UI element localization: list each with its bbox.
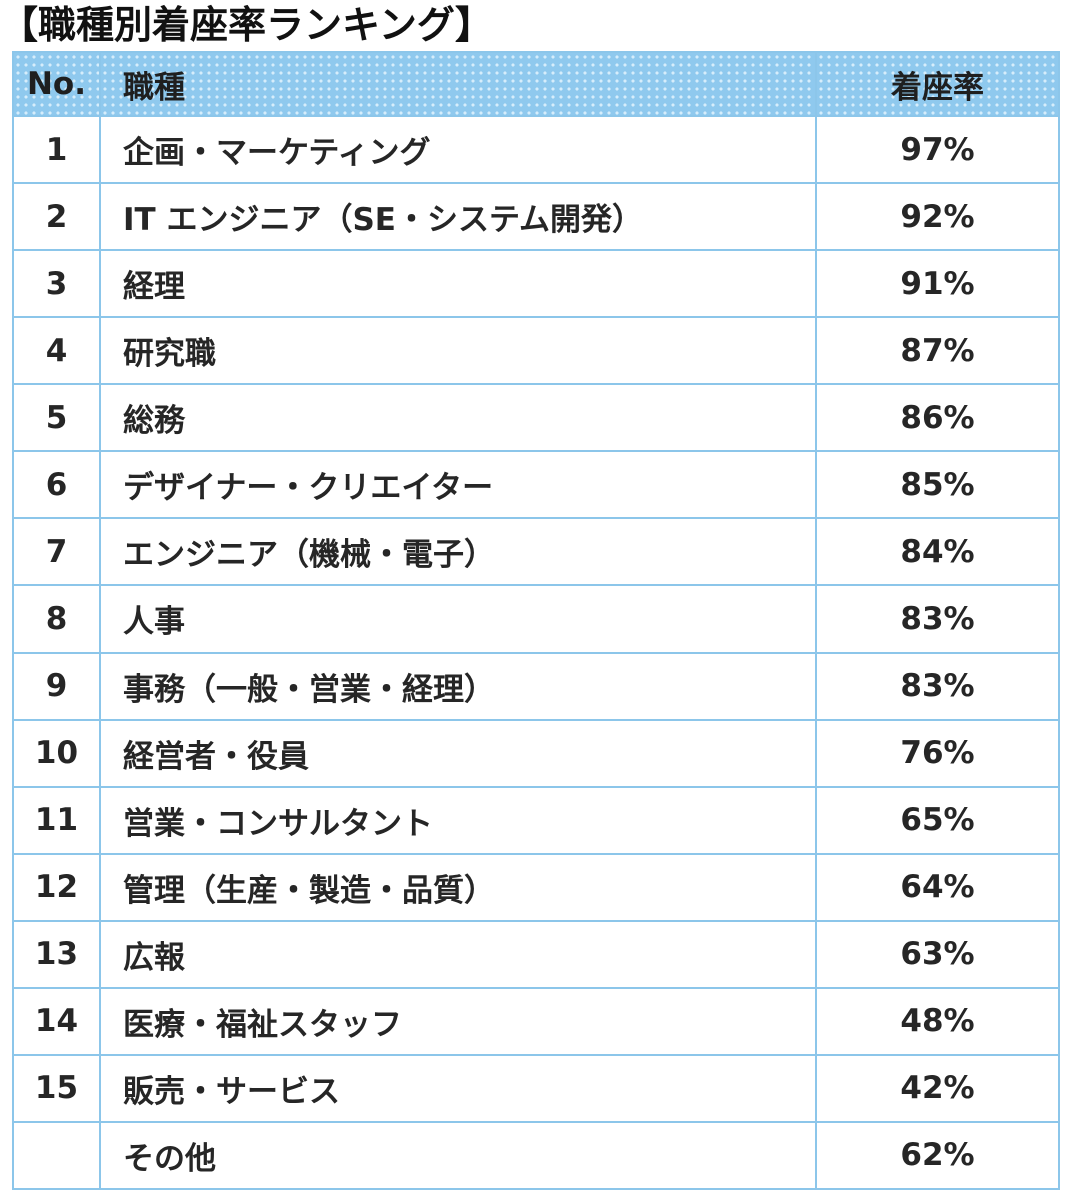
table-row: 7 エンジニア（機械・電子） 84% — [12, 517, 1060, 587]
seating-rate-cell: 63% — [815, 919, 1060, 989]
job-type-cell: 事務（一般・営業・経理） — [99, 651, 817, 721]
table-row: 5 総務 86% — [12, 383, 1060, 453]
seating-rate-cell: 83% — [815, 651, 1060, 721]
rank-number-cell: 1 — [12, 114, 101, 185]
rank-number-cell: 15 — [12, 1053, 101, 1123]
table-row: 8 人事 83% — [12, 584, 1060, 654]
seating-rate-cell: 92% — [815, 182, 1060, 252]
job-type-cell: 研究職 — [99, 316, 817, 386]
job-type-cell: 企画・マーケティング — [99, 114, 817, 185]
rank-number-cell: 10 — [12, 718, 101, 788]
seating-rate-cell: 84% — [815, 517, 1060, 587]
table-row: 6 デザイナー・クリエイター 85% — [12, 450, 1060, 520]
table-body: 1 企画・マーケティング 97% 2 IT エンジニア（SE・システム開発） 92% 3 経理… — [12, 114, 1060, 1191]
job-type-cell: 経理 — [99, 249, 817, 319]
rank-number-cell — [12, 1120, 101, 1191]
table-row: 4 研究職 87% — [12, 316, 1060, 386]
rank-number-cell: 9 — [12, 651, 101, 721]
rank-number-cell: 5 — [12, 383, 101, 453]
rank-number-cell: 12 — [12, 852, 101, 922]
header-no: No. — [12, 51, 101, 117]
job-type-cell: 経営者・役員 — [99, 718, 817, 788]
seating-rate-cell: 85% — [815, 450, 1060, 520]
job-type-cell: デザイナー・クリエイター — [99, 450, 817, 520]
rank-number-cell: 7 — [12, 517, 101, 587]
rank-number-cell: 3 — [12, 249, 101, 319]
job-type-cell: 医療・福祉スタッフ — [99, 986, 817, 1056]
ranking-table: No. 職種 着座率 1 企画・マーケティング 97% 2 IT エンジニア（SE・シス… — [12, 51, 1060, 1191]
table-row: 10 経営者・役員 76% — [12, 718, 1060, 788]
job-type-cell: 広報 — [99, 919, 817, 989]
seating-rate-cell: 48% — [815, 986, 1060, 1056]
table-row: 11 営業・コンサルタント 65% — [12, 785, 1060, 855]
rank-number-cell: 13 — [12, 919, 101, 989]
job-type-cell: 営業・コンサルタント — [99, 785, 817, 855]
table-row: 12 管理（生産・製造・品質） 64% — [12, 852, 1060, 922]
job-type-cell: その他 — [99, 1120, 817, 1191]
table-row: 14 医療・福祉スタッフ 48% — [12, 986, 1060, 1056]
seating-rate-cell: 87% — [815, 316, 1060, 386]
table-row: 3 経理 91% — [12, 249, 1060, 319]
rank-number-cell: 2 — [12, 182, 101, 252]
table-row: その他 62% — [12, 1120, 1060, 1191]
job-type-cell: 総務 — [99, 383, 817, 453]
header-rate: 着座率 — [815, 51, 1060, 117]
rank-number-cell: 14 — [12, 986, 101, 1056]
job-type-cell: 人事 — [99, 584, 817, 654]
job-type-cell: エンジニア（機械・電子） — [99, 517, 817, 587]
ranking-table-container: No. 職種 着座率 1 企画・マーケティング 97% 2 IT エンジニア（SE・シス… — [12, 51, 1060, 1191]
rank-number-cell: 8 — [12, 584, 101, 654]
seating-rate-cell: 97% — [815, 114, 1060, 185]
job-type-cell: 販売・サービス — [99, 1053, 817, 1123]
rank-number-cell: 4 — [12, 316, 101, 386]
job-type-cell: IT エンジニア（SE・システム開発） — [99, 182, 817, 252]
rank-number-cell: 6 — [12, 450, 101, 520]
table-row: 2 IT エンジニア（SE・システム開発） 92% — [12, 182, 1060, 252]
job-type-cell: 管理（生産・製造・品質） — [99, 852, 817, 922]
header-row: No. 職種 着座率 — [12, 51, 1060, 117]
seating-rate-cell: 64% — [815, 852, 1060, 922]
table-row: 9 事務（一般・営業・経理） 83% — [12, 651, 1060, 721]
header-job: 職種 — [99, 51, 817, 117]
table-row: 15 販売・サービス 42% — [12, 1053, 1060, 1123]
table-row: 13 広報 63% — [12, 919, 1060, 989]
seating-rate-cell: 65% — [815, 785, 1060, 855]
page-title: 【職種別着座率ランキング】 — [0, 3, 493, 47]
table-row: 1 企画・マーケティング 97% — [12, 114, 1060, 185]
seating-rate-cell: 62% — [815, 1120, 1060, 1191]
rank-number-cell: 11 — [12, 785, 101, 855]
table-header: No. 職種 着座率 — [12, 51, 1060, 117]
seating-rate-cell: 91% — [815, 249, 1060, 319]
seating-rate-cell: 76% — [815, 718, 1060, 788]
seating-rate-cell: 83% — [815, 584, 1060, 654]
seating-rate-cell: 42% — [815, 1053, 1060, 1123]
seating-rate-cell: 86% — [815, 383, 1060, 453]
